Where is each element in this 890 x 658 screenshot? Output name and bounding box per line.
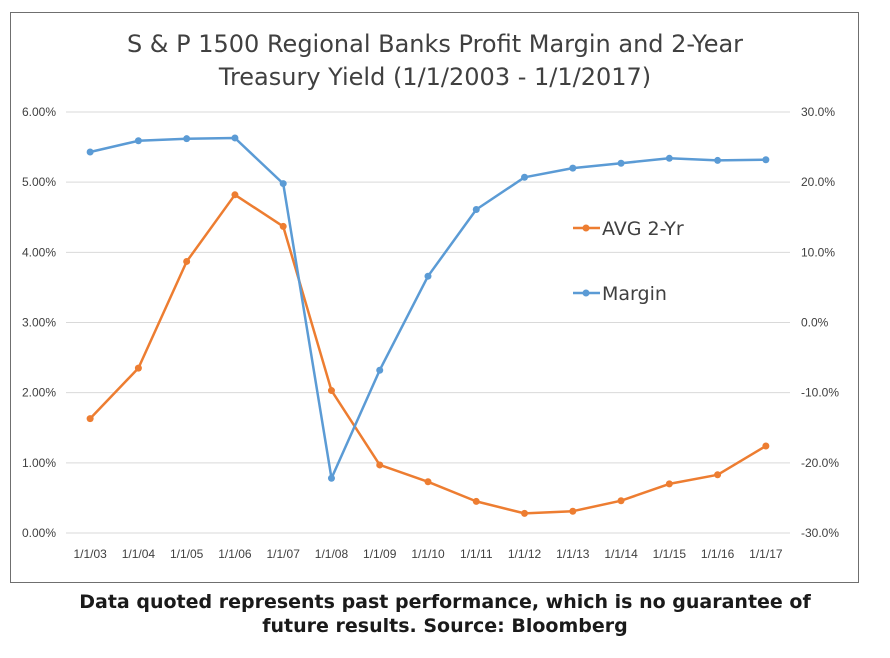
data-point-avg-2-yr — [762, 442, 770, 450]
left-axis-tick-label: 0.00% — [22, 526, 56, 540]
legend-marker — [582, 289, 590, 297]
data-point-margin — [86, 148, 94, 156]
x-axis-tick-label: 1/1/17 — [749, 547, 783, 561]
x-axis-tick-label: 1/1/07 — [267, 547, 301, 561]
data-point-avg-2-yr — [279, 222, 287, 230]
data-point-avg-2-yr — [424, 478, 432, 486]
x-axis-tick-label: 1/1/11 — [460, 547, 493, 561]
data-point-avg-2-yr — [617, 497, 625, 505]
data-point-avg-2-yr — [472, 497, 480, 505]
data-point-margin — [327, 474, 335, 482]
data-point-margin — [424, 272, 432, 280]
x-axis-tick-label: 1/1/06 — [218, 547, 252, 561]
x-axis-tick-label: 1/1/16 — [701, 547, 735, 561]
right-axis-tick-label: -10.0% — [801, 386, 839, 400]
left-axis-tick-label: 3.00% — [22, 316, 56, 330]
left-axis-ticks: 0.00% 1.00% 2.00% 3.00% 4.00% 5.00% 6.00% — [22, 105, 56, 540]
legend: AVG 2-Yr Margin — [573, 218, 684, 305]
legend-label: AVG 2-Yr — [602, 218, 684, 240]
x-axis-tick-label: 1/1/12 — [508, 547, 542, 561]
x-axis-tick-label: 1/1/05 — [170, 547, 204, 561]
data-point-margin — [617, 159, 625, 167]
right-axis-tick-label: 20.0% — [801, 175, 835, 189]
x-axis-tick-label: 1/1/09 — [363, 547, 397, 561]
data-point-avg-2-yr — [521, 509, 529, 517]
data-point-avg-2-yr — [327, 387, 335, 395]
data-point-margin — [134, 137, 142, 145]
legend-label: Margin — [602, 283, 667, 305]
left-axis-tick-label: 4.00% — [22, 245, 56, 259]
right-axis-tick-label: 30.0% — [801, 105, 835, 119]
data-point-avg-2-yr — [183, 257, 191, 265]
source-caption: Data quoted represents past performance,… — [0, 590, 890, 638]
right-axis-tick-label: -20.0% — [801, 456, 839, 470]
data-point-avg-2-yr — [231, 191, 239, 199]
x-axis-ticks: 1/1/03 1/1/04 1/1/05 1/1/06 1/1/07 1/1/08 1/1/… — [73, 547, 782, 561]
data-point-margin — [714, 156, 722, 164]
data-point-margin — [665, 154, 673, 162]
data-point-margin — [279, 180, 287, 188]
caption-line-2: future results. Source: Bloomberg — [262, 615, 628, 637]
caption-line-1: Data quoted represents past performance,… — [79, 591, 811, 613]
x-axis-tick-label: 1/1/10 — [411, 547, 445, 561]
left-axis-tick-label: 2.00% — [22, 386, 56, 400]
x-axis-tick-label: 1/1/08 — [315, 547, 349, 561]
right-axis-tick-label: -30.0% — [801, 526, 839, 540]
x-axis-tick-label: 1/1/15 — [653, 547, 687, 561]
data-point-margin — [762, 156, 770, 164]
data-point-avg-2-yr — [376, 461, 384, 469]
left-axis-tick-label: 1.00% — [22, 456, 56, 470]
chart-frame — [10, 12, 859, 583]
data-point-margin — [472, 206, 480, 214]
series-line-avg-2-yr — [89, 193, 767, 515]
series-layer — [86, 134, 770, 517]
right-axis-tick-label: 10.0% — [801, 245, 835, 259]
data-point-avg-2-yr — [714, 471, 722, 479]
right-axis-tick-label: 0.0% — [801, 316, 829, 330]
gridlines — [66, 111, 790, 534]
data-point-margin — [521, 173, 529, 181]
x-axis-tick-label: 1/1/04 — [122, 547, 156, 561]
data-point-avg-2-yr — [569, 507, 577, 515]
left-axis-tick-label: 5.00% — [22, 175, 56, 189]
data-point-avg-2-yr — [665, 480, 673, 488]
chart-title-line-2: Treasury Yield (1/1/2003 - 1/1/2017) — [218, 63, 651, 91]
data-point-margin — [231, 134, 239, 142]
data-point-margin — [569, 164, 577, 172]
series-line-margin — [89, 136, 766, 480]
data-point-avg-2-yr — [86, 415, 94, 423]
line-chart: S & P 1500 Regional Banks Profit Margin … — [22, 30, 839, 561]
legend-marker — [582, 224, 590, 232]
x-axis-tick-label: 1/1/03 — [73, 547, 107, 561]
x-axis-tick-label: 1/1/13 — [556, 547, 590, 561]
x-axis-tick-label: 1/1/14 — [604, 547, 638, 561]
data-point-margin — [376, 366, 384, 374]
data-point-margin — [183, 135, 191, 143]
right-axis-ticks: -30.0% -20.0% -10.0% 0.0% 10.0% 20.0% 30.0% — [801, 105, 839, 540]
data-point-avg-2-yr — [134, 364, 142, 372]
left-axis-tick-label: 6.00% — [22, 105, 56, 119]
chart-title-line-1: S & P 1500 Regional Banks Profit Margin … — [127, 30, 743, 58]
